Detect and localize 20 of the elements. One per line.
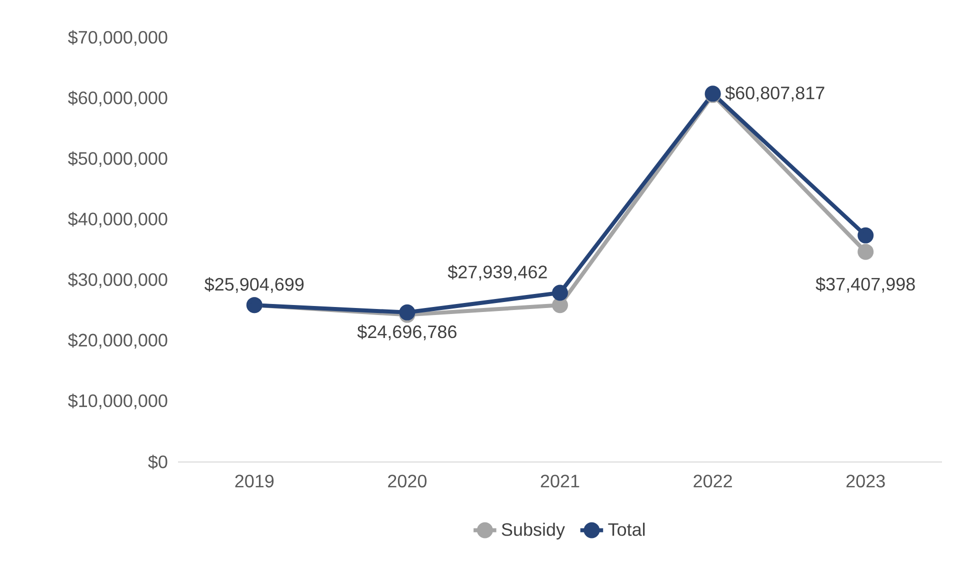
legend-label: Subsidy — [502, 522, 565, 540]
x-tick-label: 2021 — [540, 474, 580, 488]
data-label: $37,407,998 — [816, 277, 915, 293]
y-tick-label: $10,000,000 — [68, 394, 168, 410]
x-tick-label: 2019 — [235, 474, 274, 488]
data-label: $24,696,786 — [357, 324, 456, 340]
y-tick-label: $70,000,000 — [68, 30, 168, 46]
y-tick-label: $0 — [148, 454, 168, 470]
y-tick-label: $60,000,000 — [68, 90, 168, 106]
x-tick-label: 2023 — [846, 474, 885, 488]
y-tick-label: $30,000,000 — [68, 272, 168, 288]
data-label: $27,939,462 — [448, 264, 547, 280]
y-tick-label: $20,000,000 — [68, 333, 168, 349]
data-label: $60,807,817 — [725, 86, 824, 102]
y-tick-label: $40,000,000 — [68, 212, 168, 228]
x-tick-label: 2020 — [388, 474, 427, 488]
legend-label: Total — [608, 522, 645, 536]
y-tick-label: $50,000,000 — [68, 151, 168, 167]
data-label: $25,904,699 — [204, 277, 304, 293]
x-tick-label: 2022 — [694, 474, 732, 488]
